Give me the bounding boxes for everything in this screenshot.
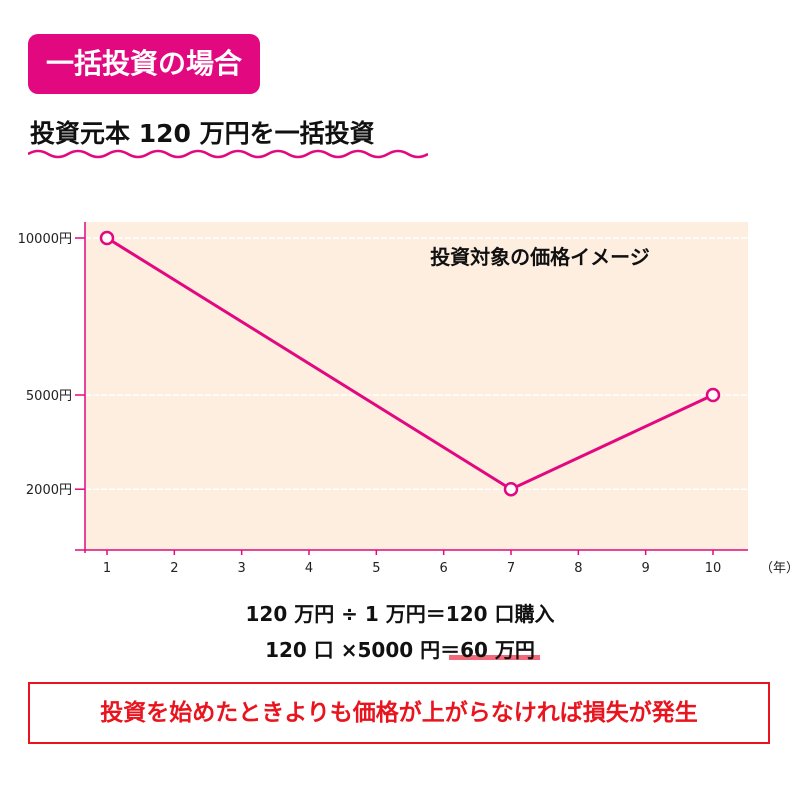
subtitle: 投資元本 120 万円を一括投資: [30, 119, 375, 148]
plot-background: [85, 222, 748, 550]
data-point: [705, 387, 721, 403]
loss-warning: 投資を始めたときよりも価格が上がらなければ損失が発生: [28, 682, 770, 744]
result-underline: [449, 655, 540, 660]
x-tick-label: 10: [705, 561, 722, 576]
x-axis-label: （年）: [760, 561, 799, 576]
x-tick-label: 9: [642, 561, 650, 576]
x-tick-label: 2: [170, 561, 178, 576]
section-badge: 一括投資の場合: [28, 34, 260, 94]
data-point: [99, 230, 115, 246]
data-point: [503, 481, 519, 497]
y-tick-label: 2000円: [26, 483, 72, 498]
x-tick-label: 8: [574, 561, 582, 576]
y-tick-label: 10000円: [18, 232, 72, 247]
wavy-underline: [28, 149, 428, 159]
x-tick-label: 5: [372, 561, 380, 576]
calc-line-2: 120 口 ×5000 円＝60 万円: [265, 638, 535, 662]
x-tick-label: 3: [238, 561, 246, 576]
calc-line-1: 120 万円 ÷ 1 万円＝120 口購入: [245, 602, 555, 626]
chart-title: 投資対象の価格イメージ: [430, 245, 650, 269]
x-tick-label: 4: [305, 561, 313, 576]
x-tick-label: 6: [440, 561, 448, 576]
y-tick-label: 5000円: [26, 389, 72, 404]
price-chart: 10000円 5000円 2000円 1 2 3 4 5 6 7 8 9 10 （年） 投資対象の価格イメー…: [18, 222, 799, 576]
x-tick-label: 7: [507, 561, 515, 576]
x-tick-label: 1: [103, 561, 111, 576]
